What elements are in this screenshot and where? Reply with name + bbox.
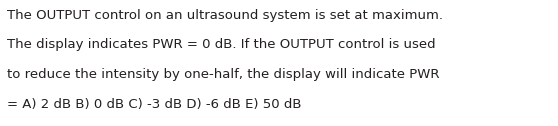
Text: to reduce the intensity by one-half, the display will indicate PWR: to reduce the intensity by one-half, the… (7, 68, 439, 81)
Text: = A) 2 dB B) 0 dB C) -3 dB D) -6 dB E) 50 dB: = A) 2 dB B) 0 dB C) -3 dB D) -6 dB E) 5… (7, 98, 301, 111)
Text: The display indicates PWR = 0 dB. If the OUTPUT control is used: The display indicates PWR = 0 dB. If the… (7, 38, 435, 51)
Text: The OUTPUT control on an ultrasound system is set at maximum.: The OUTPUT control on an ultrasound syst… (7, 9, 442, 22)
